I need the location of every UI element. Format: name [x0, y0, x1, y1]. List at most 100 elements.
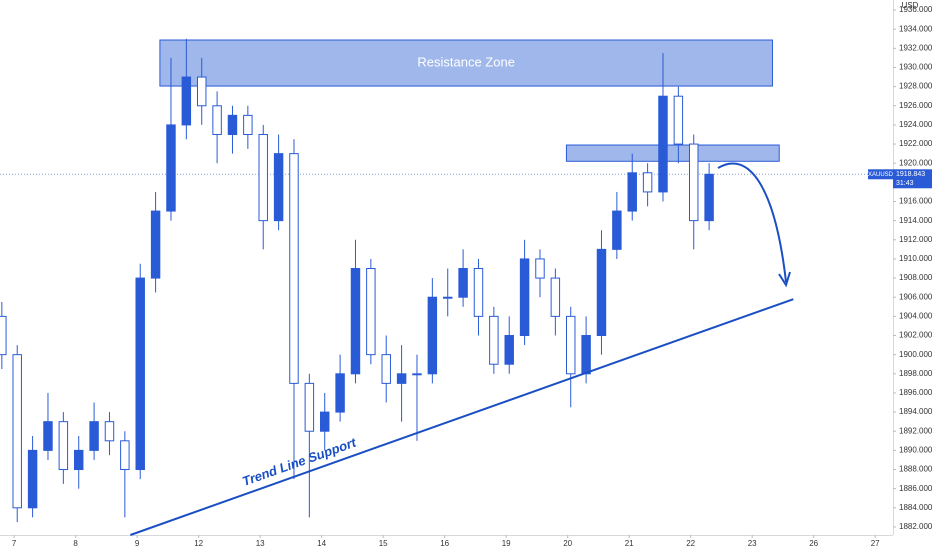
candle-body: [350, 268, 361, 375]
candle-body: [0, 315, 7, 356]
y-tick-label: 1928.000: [899, 82, 932, 91]
forecast-arrowhead: [778, 271, 791, 288]
x-tick-label: 23: [748, 539, 757, 548]
x-tick-label: 22: [686, 539, 695, 548]
y-tick-label: 1920.000: [899, 158, 932, 167]
zone-label: Resistance Zone: [417, 54, 515, 69]
candle-body: [43, 421, 53, 451]
candle-body: [658, 95, 668, 193]
candle-body: [196, 76, 207, 107]
candle-body: [366, 268, 376, 356]
x-tick-label: 27: [871, 539, 880, 548]
y-tick-label: 1908.000: [899, 273, 932, 282]
x-tick-label: 16: [440, 539, 449, 548]
x-tick-label: 12: [194, 539, 203, 548]
y-tick-label: 1932.000: [899, 43, 932, 52]
y-tick-label: 1894.000: [899, 407, 932, 416]
symbol-badge: [868, 169, 893, 180]
candle-body: [673, 95, 684, 145]
forecast-arrow: [717, 162, 787, 283]
candle-body: [535, 258, 545, 279]
y-tick-label: 1904.000: [899, 311, 932, 320]
y-tick-label: 1888.000: [899, 465, 932, 474]
candle-body: [150, 210, 161, 279]
y-tick-label: 1882.000: [899, 522, 932, 531]
x-tick-label: 8: [73, 539, 78, 548]
x-tick-label: 13: [256, 539, 265, 548]
price-badge: [893, 169, 932, 189]
trend-line: [130, 298, 794, 536]
y-tick-label: 1922.000: [899, 139, 932, 148]
candle-body: [689, 143, 699, 222]
countdown-label: 31:43: [896, 180, 914, 187]
x-tick-label: 20: [563, 539, 572, 548]
candle-body: [58, 421, 69, 471]
candle-body: [396, 373, 407, 384]
candle-body: [504, 335, 514, 365]
candle-body: [642, 172, 653, 193]
y-tick-label: 1896.000: [899, 388, 932, 397]
candle-body: [704, 173, 714, 222]
last-price-label: 1918.843: [896, 171, 925, 178]
candle-body: [596, 248, 607, 337]
y-tick-label: 1890.000: [899, 445, 932, 454]
candle-body: [319, 411, 330, 432]
y-tick-label: 1926.000: [899, 101, 932, 110]
x-tick-label: 7: [12, 539, 17, 548]
candle-body: [566, 315, 576, 375]
y-tick-label: 1884.000: [899, 503, 932, 512]
x-tick-label: 15: [379, 539, 388, 548]
x-tick-label: 26: [809, 539, 818, 548]
candle-body: [581, 335, 591, 375]
x-tick-label: 21: [625, 539, 634, 548]
y-tick-label: 1886.000: [899, 484, 932, 493]
price-badges: XAUUSD 1918.843 31:43: [868, 169, 932, 189]
candle-body: [104, 421, 115, 442]
y-tick-label: 1900.000: [899, 350, 932, 359]
candle-body: [627, 172, 637, 212]
y-tick-label: 1892.000: [899, 426, 932, 435]
candle-body: [12, 354, 22, 509]
y-tick-label: 1930.000: [899, 63, 932, 72]
y-tick-label: 1902.000: [899, 331, 932, 340]
candle-body: [304, 382, 315, 432]
candle-body: [289, 153, 299, 384]
candle-body: [258, 133, 268, 222]
zone: [565, 144, 780, 162]
y-tick-label: 1924.000: [899, 120, 932, 129]
y-tick-label: 1934.000: [899, 24, 932, 33]
candle-body: [73, 449, 84, 471]
y-tick-label: 1912.000: [899, 235, 932, 244]
candle-body: [120, 440, 130, 471]
zone: [159, 39, 773, 87]
x-tick-label: 19: [502, 539, 511, 548]
candle-body: [27, 449, 38, 509]
y-tick-label: 1916.000: [899, 197, 932, 206]
candle-body: [443, 296, 453, 299]
candle-body: [335, 373, 345, 413]
candle-body: [427, 296, 438, 375]
candle-body: [550, 277, 561, 317]
symbol-label: XAUUSD: [868, 172, 894, 178]
currency-label: USD: [902, 1, 919, 10]
candle-body: [243, 114, 253, 135]
x-tick-label: 14: [317, 539, 326, 548]
candle-body: [412, 373, 422, 376]
y-tick-label: 1914.000: [899, 216, 932, 225]
candle-body: [166, 124, 176, 212]
candle-body: [489, 315, 499, 365]
y-tick-label: 1906.000: [899, 292, 932, 301]
candle-body: [212, 105, 222, 135]
y-tick-label: 1898.000: [899, 369, 932, 378]
candle-body: [135, 277, 145, 471]
candle-body: [458, 268, 468, 298]
x-tick-label: 9: [135, 539, 140, 548]
candle-body: [519, 258, 530, 337]
candle-body: [473, 268, 484, 317]
candle-body: [381, 354, 391, 384]
y-tick-label: 1910.000: [899, 254, 932, 263]
candle-body: [181, 76, 192, 126]
candle-body: [227, 114, 238, 135]
candle-body: [273, 153, 284, 222]
candle-body: [89, 421, 99, 451]
